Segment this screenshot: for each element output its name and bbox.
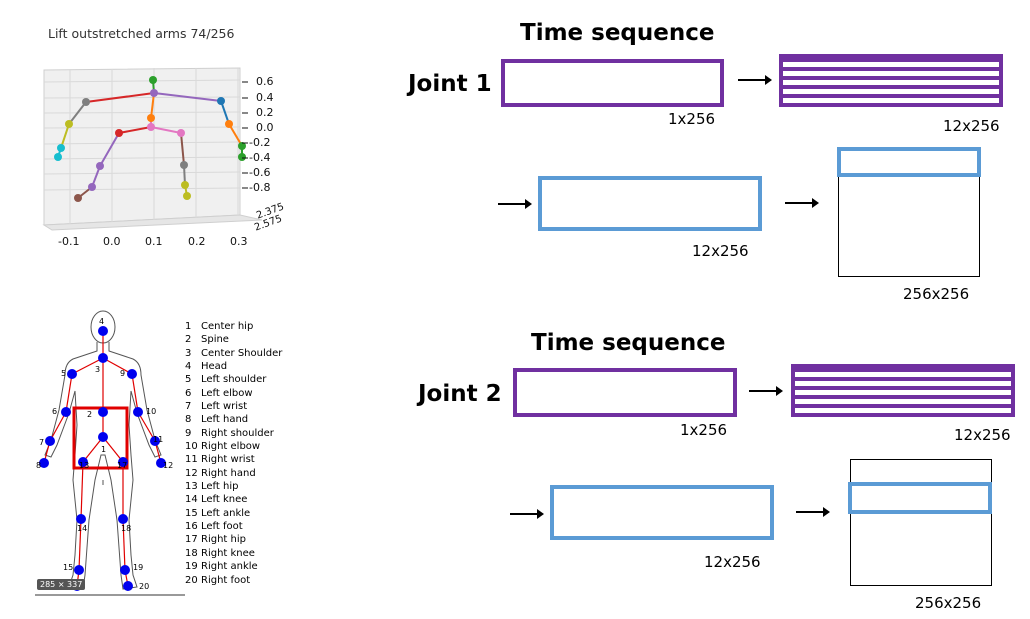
plot-title: Lift outstretched arms 74/256 bbox=[48, 26, 235, 41]
svg-text:15: 15 bbox=[63, 563, 73, 572]
svg-text:18: 18 bbox=[121, 524, 131, 533]
legend-item: 8 Left hand bbox=[185, 414, 249, 425]
svg-text:6: 6 bbox=[52, 407, 57, 416]
joint1-sequence-box bbox=[501, 59, 724, 107]
svg-text:17: 17 bbox=[117, 461, 127, 470]
joint1-label: Joint 1 bbox=[408, 71, 492, 97]
joint1-time-sequence-heading: Time sequence bbox=[520, 20, 715, 46]
z-tick: 0.2 bbox=[256, 106, 274, 119]
legend-item: 12 Right hand bbox=[185, 468, 256, 479]
joint2-expanded-dim: 12x256 bbox=[954, 426, 1011, 444]
joint1-expanded-dim: 12x256 bbox=[943, 117, 1000, 135]
joint1-embedding-box bbox=[538, 176, 762, 231]
svg-text:19: 19 bbox=[133, 563, 143, 572]
arrow-icon bbox=[785, 198, 819, 208]
svg-text:8: 8 bbox=[36, 461, 41, 470]
joint1-expanded-box bbox=[779, 54, 1003, 107]
joint2-time-sequence-heading: Time sequence bbox=[531, 330, 726, 356]
z-tick: 0.0 bbox=[256, 121, 274, 134]
legend-item: 11 Right wrist bbox=[185, 454, 255, 465]
arrow-icon bbox=[738, 75, 772, 85]
svg-text:4: 4 bbox=[99, 317, 104, 326]
legend-item: 9 Right shoulder bbox=[185, 428, 274, 439]
z-tick: -0.2 bbox=[249, 136, 271, 149]
joint-legend: 1 Center hip 2 Spine 3 Center Shoulder 4 Hea… bbox=[0, 0, 300, 600]
legend-item: 3 Center Shoulder bbox=[185, 348, 283, 359]
x-tick: 0.0 bbox=[103, 235, 121, 248]
joint2-embedding-box bbox=[550, 485, 774, 540]
z-tick: 0.6 bbox=[256, 75, 274, 88]
x-tick: -0.1 bbox=[58, 235, 80, 248]
joint2-matrix-dim: 256x256 bbox=[915, 594, 982, 612]
z-tick: -0.8 bbox=[249, 181, 271, 194]
legend-item: 2 Spine bbox=[185, 334, 229, 345]
joint1-embed-dim: 12x256 bbox=[692, 242, 749, 260]
body-figure: 4 3 5 9 6 10 2 1 7 11 8 12 13 17 14 18 1… bbox=[35, 310, 185, 596]
svg-text:1: 1 bbox=[101, 445, 106, 454]
x-tick: 0.3 bbox=[230, 235, 248, 248]
body-joint-map: 4 3 5 9 6 10 2 1 7 11 8 12 13 17 14 18 1… bbox=[35, 305, 280, 597]
arrow-icon bbox=[796, 507, 830, 517]
joint2-matrix-row-highlight bbox=[848, 482, 992, 514]
legend-item: 5 Left shoulder bbox=[185, 374, 267, 385]
legend-item: 14 Left knee bbox=[185, 494, 248, 505]
legend-item: 1 Center hip bbox=[185, 321, 254, 332]
joint1-pipeline: Time sequence Joint 1 1x256 12x256 12x25… bbox=[408, 20, 1003, 303]
legend-item: 4 Head bbox=[185, 361, 228, 372]
svg-text:2: 2 bbox=[87, 410, 92, 419]
z-tick: -0.6 bbox=[249, 166, 271, 179]
svg-text:11: 11 bbox=[153, 435, 163, 444]
legend-item: 7 Left wrist bbox=[185, 401, 248, 412]
svg-text:14: 14 bbox=[77, 524, 87, 533]
legend-item: 16 Left foot bbox=[185, 521, 243, 532]
arrow-icon bbox=[749, 386, 783, 396]
legend-item: 17 Right hip bbox=[185, 534, 246, 545]
arrow-icon bbox=[498, 199, 532, 209]
z-tick: 0.4 bbox=[256, 91, 274, 104]
svg-text:20: 20 bbox=[139, 582, 149, 591]
arrow-icon bbox=[510, 509, 544, 519]
svg-text:10: 10 bbox=[146, 407, 156, 416]
joint1-matrix-dim: 256x256 bbox=[903, 285, 970, 303]
legend-item: 18 Right knee bbox=[185, 548, 255, 559]
x-tick: 0.2 bbox=[188, 235, 206, 248]
svg-text:12: 12 bbox=[163, 461, 173, 470]
legend-item: 19 Right ankle bbox=[185, 561, 258, 572]
x-tick: 0.1 bbox=[145, 235, 163, 248]
svg-text:9: 9 bbox=[120, 369, 125, 378]
joint2-sequence-box bbox=[513, 368, 737, 417]
joint2-matrix-box bbox=[850, 459, 992, 586]
joint2-embed-dim: 12x256 bbox=[704, 553, 761, 571]
legend-item: 20 Right foot bbox=[185, 575, 251, 586]
svg-text:3: 3 bbox=[95, 365, 100, 374]
joint2-input-dim: 1x256 bbox=[680, 421, 728, 439]
legend-item: 6 Left elbow bbox=[185, 388, 253, 399]
svg-text:5: 5 bbox=[61, 369, 66, 378]
skeleton-3d-plot: Lift outstretched arms 74/256 bbox=[30, 20, 290, 265]
legend-item: 15 Left ankle bbox=[185, 508, 251, 519]
svg-text:13: 13 bbox=[79, 461, 89, 470]
plot-canvas bbox=[42, 67, 263, 231]
joint1-input-dim: 1x256 bbox=[668, 110, 716, 128]
legend-item: 10 Right elbow bbox=[185, 441, 261, 452]
joint2-expanded-box bbox=[791, 364, 1015, 417]
joint2-label: Joint 2 bbox=[418, 381, 502, 407]
image-size-badge: 285 × 337 bbox=[37, 579, 86, 590]
legend-item: 13 Left hip bbox=[185, 481, 239, 492]
svg-text:7: 7 bbox=[39, 438, 44, 447]
z-tick: -0.4 bbox=[249, 151, 271, 164]
joint1-matrix-row-highlight bbox=[837, 147, 981, 177]
